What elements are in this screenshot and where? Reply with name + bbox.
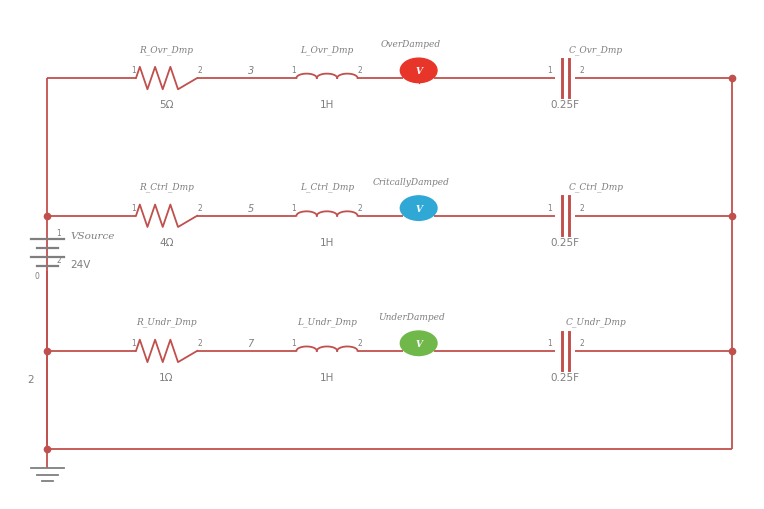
Text: 3: 3 xyxy=(248,66,254,76)
Text: 2: 2 xyxy=(197,204,202,213)
Text: 2: 2 xyxy=(579,66,584,75)
Text: 2: 2 xyxy=(197,338,202,348)
Text: 7: 7 xyxy=(248,338,254,348)
Text: 0.25F: 0.25F xyxy=(551,373,580,383)
Text: R_Undr_Dmp: R_Undr_Dmp xyxy=(136,317,197,327)
Text: 5: 5 xyxy=(248,203,254,213)
Circle shape xyxy=(400,59,437,83)
Text: 5Ω: 5Ω xyxy=(160,100,173,110)
Text: R_Ctrl_Dmp: R_Ctrl_Dmp xyxy=(139,182,194,192)
Text: 2: 2 xyxy=(358,338,362,348)
Text: CritcallyDamped: CritcallyDamped xyxy=(373,178,449,187)
Text: 1: 1 xyxy=(547,338,552,348)
Text: C_Ovr_Dmp: C_Ovr_Dmp xyxy=(569,45,623,54)
Text: L_Ctrl_Dmp: L_Ctrl_Dmp xyxy=(300,182,354,192)
Text: 1: 1 xyxy=(131,66,136,75)
Text: R_Ovr_Dmp: R_Ovr_Dmp xyxy=(140,45,193,54)
Text: 0.25F: 0.25F xyxy=(551,238,580,248)
Text: 2: 2 xyxy=(579,204,584,213)
Text: UnderDamped: UnderDamped xyxy=(377,313,445,322)
Text: V: V xyxy=(415,339,422,348)
Text: 1: 1 xyxy=(131,204,136,213)
Text: 4Ω: 4Ω xyxy=(160,238,173,248)
Text: 2: 2 xyxy=(358,204,362,213)
Text: 1: 1 xyxy=(547,204,552,213)
Text: 1H: 1H xyxy=(320,238,334,248)
Text: 1: 1 xyxy=(292,338,296,348)
Text: 1: 1 xyxy=(547,66,552,75)
Text: L_Ovr_Dmp: L_Ovr_Dmp xyxy=(300,45,354,54)
Text: 0.25F: 0.25F xyxy=(551,100,580,110)
Text: 1: 1 xyxy=(131,338,136,348)
Text: 2: 2 xyxy=(358,66,362,75)
Text: 1: 1 xyxy=(292,204,296,213)
Text: 2: 2 xyxy=(197,66,202,75)
Text: V: V xyxy=(415,67,422,76)
Text: 1: 1 xyxy=(292,66,296,75)
Text: 1: 1 xyxy=(57,228,61,237)
Text: OverDamped: OverDamped xyxy=(381,40,441,49)
Text: 24V: 24V xyxy=(70,260,91,270)
Text: L_Undr_Dmp: L_Undr_Dmp xyxy=(297,317,357,327)
Text: VSource: VSource xyxy=(70,232,115,241)
Text: V: V xyxy=(415,204,422,213)
Circle shape xyxy=(400,196,437,221)
Text: C_Ctrl_Dmp: C_Ctrl_Dmp xyxy=(568,182,623,192)
Text: 1Ω: 1Ω xyxy=(160,373,173,383)
Text: 0: 0 xyxy=(35,272,40,281)
Text: C_Undr_Dmp: C_Undr_Dmp xyxy=(565,317,626,327)
Text: 1H: 1H xyxy=(320,373,334,383)
Circle shape xyxy=(400,331,437,356)
Text: 1H: 1H xyxy=(320,100,334,110)
Text: 2: 2 xyxy=(57,256,61,265)
Text: 2: 2 xyxy=(27,374,34,384)
Text: 2: 2 xyxy=(579,338,584,348)
